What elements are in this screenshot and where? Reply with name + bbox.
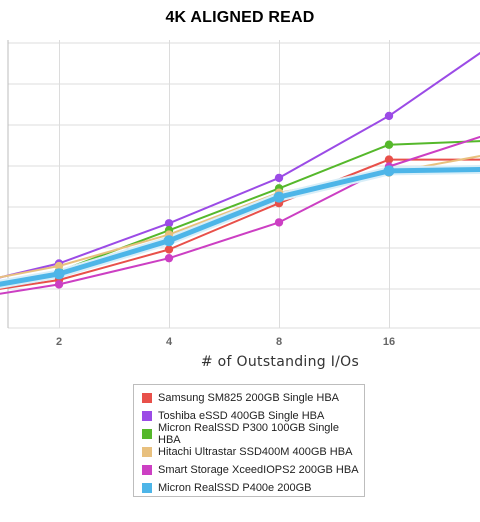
legend-swatch xyxy=(142,465,152,475)
data-point xyxy=(384,155,394,164)
data-point xyxy=(53,268,65,280)
series-line xyxy=(0,158,480,290)
x-axis-label: # of Outstanding I/Os xyxy=(200,354,360,370)
data-point xyxy=(274,173,284,183)
legend-item[interactable]: Smart Storage XceedIOPS2 200GB HBA xyxy=(142,461,364,479)
data-point xyxy=(383,165,395,177)
series-line xyxy=(0,135,480,295)
legend-item[interactable]: Samsung SM825 200GB Single HBA xyxy=(142,389,364,407)
x-tick-label: 2 xyxy=(56,336,62,345)
legend-item[interactable]: Hitachi Ultrastar SSD400M 400GB HBA xyxy=(142,443,364,461)
chart-title: 4K ALIGNED READ xyxy=(165,9,315,26)
series-lines xyxy=(0,51,480,295)
data-point xyxy=(164,253,174,263)
x-tick-label: 8 xyxy=(276,336,282,345)
data-point xyxy=(384,111,394,121)
legend-label: Micron RealSSD P300 100GB Single HBA xyxy=(158,422,339,446)
legend-swatch xyxy=(142,483,152,493)
legend-swatch xyxy=(142,429,152,439)
line-chart: 2 4 8 16 xyxy=(0,40,480,345)
data-point xyxy=(163,235,175,247)
series-line xyxy=(0,51,480,279)
grid-lines xyxy=(7,40,480,329)
x-tick-label: 4 xyxy=(166,336,173,345)
x-tick-labels: 2 4 8 16 xyxy=(56,336,395,345)
series-points xyxy=(53,111,395,289)
legend-label: Hitachi Ultrastar SSD400M 400GB HBA xyxy=(158,446,353,458)
data-point xyxy=(274,218,284,227)
data-point xyxy=(164,219,174,228)
legend-label: Samsung SM825 200GB Single HBA xyxy=(158,392,339,404)
legend-swatch xyxy=(142,393,152,403)
x-tick-label: 16 xyxy=(383,336,395,345)
data-point xyxy=(54,280,64,289)
data-point xyxy=(384,140,394,149)
legend-swatch xyxy=(142,411,152,421)
legend-item[interactable]: Toshiba eSSD 400GB Single HBA xyxy=(142,407,364,425)
legend-item[interactable]: Micron RealSSD P300 100GB Single HBA xyxy=(142,422,364,446)
data-point xyxy=(54,261,64,271)
legend-label: Micron RealSSD P400e 200GB xyxy=(158,482,312,494)
series-line xyxy=(0,166,480,287)
data-point xyxy=(273,191,285,203)
legend: Samsung SM825 200GB Single HBA Toshiba eS… xyxy=(133,384,365,497)
legend-label: Toshiba eSSD 400GB Single HBA xyxy=(158,410,325,422)
legend-item[interactable]: Micron RealSSD P400e 200GB xyxy=(142,479,364,497)
series-line-glow xyxy=(0,164,480,289)
data-point xyxy=(164,245,174,254)
legend-swatch xyxy=(142,447,152,457)
legend-label: Smart Storage XceedIOPS2 200GB HBA xyxy=(158,464,359,476)
